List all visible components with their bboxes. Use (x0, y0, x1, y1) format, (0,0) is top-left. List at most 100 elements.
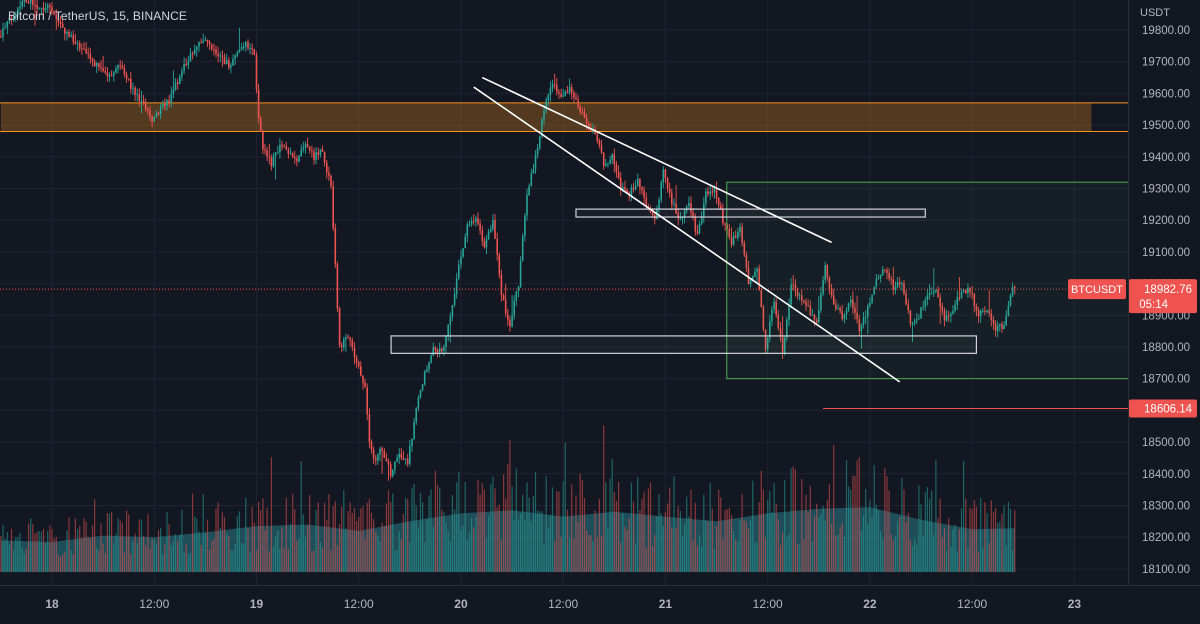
candle-body (573, 93, 575, 98)
volume-bar (315, 510, 317, 573)
volume-bar (914, 538, 916, 573)
candle-body (64, 27, 66, 34)
candle-body (400, 453, 403, 458)
candle-body (210, 44, 213, 49)
volume-bar (647, 488, 649, 573)
volume-bar (270, 457, 272, 572)
volume-bar (496, 507, 498, 573)
candle-body (19, 6, 21, 9)
volume-bar (268, 551, 270, 573)
volume-bar (402, 514, 404, 572)
volume-bar (223, 517, 226, 573)
volume-bar (253, 522, 255, 573)
candle-body (375, 458, 377, 461)
volume-bar (711, 508, 713, 572)
candle-body (907, 304, 910, 311)
candle-body (12, 17, 15, 19)
candle-body (679, 218, 682, 220)
volume-bar (990, 500, 992, 572)
volume-bar (332, 506, 334, 573)
volume-bar (716, 526, 718, 572)
candle-body (23, 0, 26, 2)
y-tick-label: 19600.00 (1142, 88, 1190, 100)
candle-body (70, 35, 72, 37)
candle-body (385, 458, 388, 462)
candle-body (187, 61, 190, 65)
volume-bar (70, 550, 72, 573)
candle-body (1003, 325, 1005, 329)
candle-body (76, 43, 79, 45)
candle-body (153, 117, 155, 122)
candle-body (396, 457, 398, 462)
candle-body (172, 89, 175, 94)
volume-bar (324, 502, 326, 573)
volume-bar (545, 476, 547, 572)
candle-body (558, 92, 560, 94)
volume-bar (835, 535, 837, 573)
candle-body (453, 293, 456, 305)
x-tick-label: 12:00 (344, 597, 374, 611)
candle-body (839, 308, 841, 311)
candle-body (460, 256, 462, 265)
volume-bar (558, 491, 560, 573)
volume-bar (905, 522, 907, 573)
candle-body (404, 458, 407, 460)
candle-body (775, 301, 777, 315)
candle-body (994, 323, 997, 331)
volume-bar (255, 550, 258, 573)
volume-bar (877, 510, 879, 573)
candle-body (960, 292, 963, 298)
candle-body (360, 366, 362, 376)
candle-body (607, 163, 609, 165)
candle-body (926, 295, 929, 300)
volume-bar (754, 543, 756, 572)
volume-bar (396, 549, 398, 573)
trend-line (473, 86, 901, 383)
volume-bar (760, 470, 762, 573)
volume-bar (0, 536, 2, 573)
candle-body (411, 438, 413, 446)
candle-body (87, 52, 89, 54)
volume-bar (432, 526, 434, 573)
volume-bar (123, 552, 125, 573)
candle-body (1007, 305, 1010, 317)
candle-body (289, 153, 292, 155)
volume-bar (605, 482, 607, 573)
volume-bar (769, 491, 771, 573)
volume-bar (358, 517, 360, 572)
candle-body (168, 100, 170, 103)
candle-body (490, 229, 492, 232)
volume-bar (226, 533, 228, 573)
candle-body (783, 338, 786, 354)
volume-bar (645, 547, 647, 573)
volume-bar (30, 518, 32, 573)
volume-bar (349, 502, 351, 573)
candle-body (543, 110, 545, 120)
candle-body (44, 8, 47, 11)
candle-body (615, 164, 618, 172)
candle-body (803, 300, 805, 302)
volume-bar (946, 550, 948, 573)
candle-body (860, 324, 863, 332)
volume-bar (111, 511, 113, 573)
candle-body (877, 278, 880, 280)
candle-body (694, 216, 697, 232)
volume-bar (194, 516, 196, 573)
candle-body (308, 146, 311, 151)
volume-bar (456, 482, 458, 573)
y-tick-label: 19300.00 (1142, 184, 1190, 196)
candle-body (843, 314, 846, 320)
volume-bar (922, 535, 924, 573)
volume-bar (675, 527, 677, 572)
volume-bar (926, 487, 928, 573)
volume-bar (198, 531, 200, 573)
candle-body (458, 264, 460, 279)
volume-bar (79, 526, 81, 573)
candle-body (513, 300, 515, 316)
candle-body (311, 150, 313, 152)
candle-body (632, 187, 635, 190)
volume-bar (477, 479, 479, 572)
bar-countdown-label: 05:14 (1139, 299, 1168, 311)
